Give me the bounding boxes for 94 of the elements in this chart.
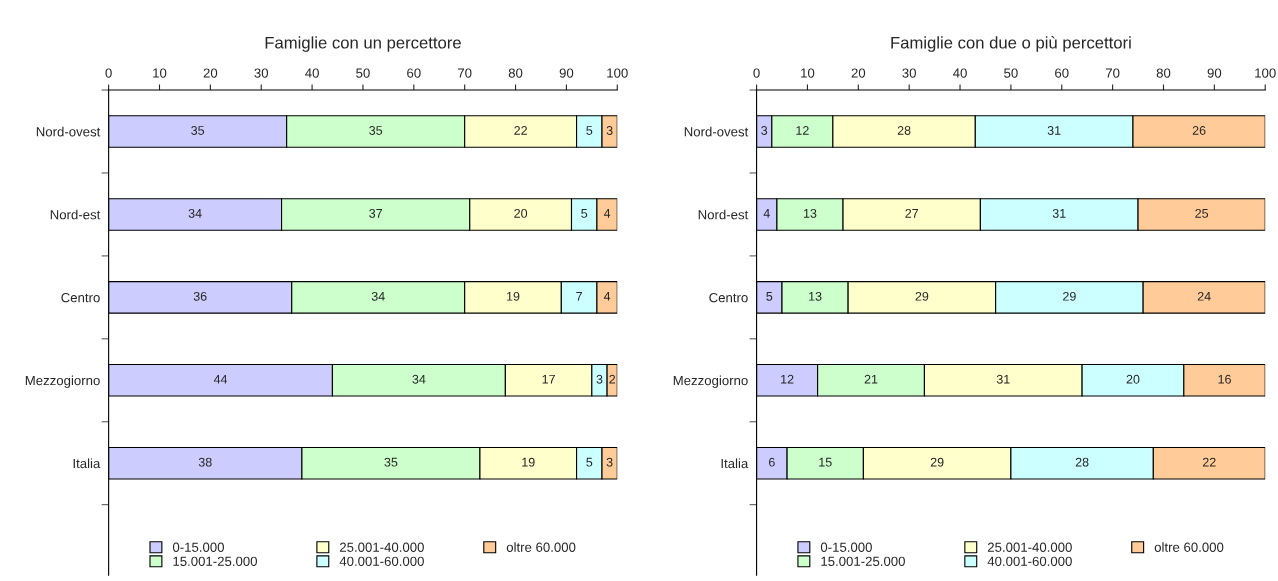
data-label: 21 [864,374,878,384]
data-label: 20 [1126,374,1140,384]
data-label: 12 [796,126,809,135]
x-tick-label: 30 [902,68,916,78]
legend-label: 15.001-25.000 [821,556,905,566]
data-label: 4 [603,209,611,218]
x-tick-label: 60 [407,68,421,78]
data-label: 3 [606,457,613,467]
y-tick-label: Mezzogiorno [25,375,100,388]
data-label: 31 [996,374,1010,384]
data-label: 13 [803,208,817,218]
data-label: 22 [1202,457,1216,467]
data-label: 16 [1218,374,1231,384]
x-tick-label: 60 [1055,68,1069,78]
chart-title: Famiglie con due o più percettori [891,36,1131,52]
data-label: 26 [1192,126,1206,135]
data-label: 29 [1063,291,1076,301]
data-label: 4 [603,292,611,301]
data-label: 3 [596,374,603,384]
data-label: 4 [763,209,770,218]
x-tick-label: 90 [559,68,574,78]
data-label: 20 [514,208,528,218]
y-tick-label: Centro [709,292,748,303]
y-tick-label: Centro [61,292,100,303]
x-tick-label: 80 [508,68,523,78]
y-tick-label: Nord-ovest [684,126,749,137]
data-label: 44 [213,374,228,384]
legend-label: 40.001-60.000 [339,556,424,566]
data-label: 34 [188,208,202,218]
x-tick-label: 70 [458,68,472,78]
legend-label: 25.001-40.000 [339,542,424,552]
data-label: 34 [371,291,385,301]
data-label: 25 [1195,208,1209,218]
legend-label: oltre 60.000 [1154,542,1224,552]
y-tick-label: Italia [721,458,749,469]
legend-label: 0-15.000 [172,542,224,552]
legend-label: 40.001-60.000 [987,556,1072,566]
data-label: 15 [819,457,832,467]
legend-label: 15.001-25.000 [173,556,258,566]
data-label: 3 [606,126,613,135]
data-label: 19 [522,457,535,467]
y-tick-label: Italia [73,458,101,469]
data-label: 17 [542,374,555,384]
data-label: 3 [761,126,768,135]
data-label: 28 [897,126,911,135]
legend-label: 0-15.000 [820,542,872,552]
data-label: 31 [1047,126,1061,135]
data-label: 13 [809,291,822,301]
data-label: 29 [915,291,929,301]
data-label: 19 [507,291,520,301]
x-tick-label: 40 [305,68,319,78]
x-tick-label: 70 [1105,68,1120,78]
data-label: 37 [369,208,382,218]
data-label: 31 [1052,208,1066,218]
x-tick-label: 0 [105,68,112,78]
data-label: 35 [369,126,383,135]
data-label: 5 [581,209,588,218]
x-tick-label: 20 [203,68,218,78]
data-label: 5 [586,457,593,467]
y-tick-label: Nord-ovest [36,126,101,137]
data-label: 38 [198,457,212,467]
data-label: 5 [766,292,773,301]
x-tick-label: 40 [953,68,967,78]
x-tick-label: 50 [356,68,370,78]
data-label: 2 [609,374,616,384]
data-label: 34 [412,374,426,384]
x-tick-label: 90 [1207,68,1222,78]
y-tick-label: Nord-est [50,209,101,220]
data-label: 6 [768,457,775,467]
x-tick-label: 0 [753,68,760,78]
legend-label: oltre 60.000 [506,542,576,552]
data-label: 29 [930,457,944,467]
data-label: 36 [193,291,207,301]
y-tick-label: Nord-est [698,209,749,220]
x-tick-label: 10 [153,68,167,78]
data-label: 28 [1075,457,1089,467]
data-label: 35 [384,457,398,467]
x-tick-label: 30 [254,68,269,78]
data-label: 12 [781,374,794,384]
x-tick-label: 100 [607,68,628,78]
x-tick-label: 10 [801,68,815,78]
chart-title: Famiglie con un percettore [265,36,461,52]
data-label: 27 [905,208,919,218]
data-label: 7 [576,292,582,301]
data-label: 35 [191,126,205,135]
x-tick-label: 80 [1156,68,1171,78]
data-label: 24 [1197,291,1211,301]
x-tick-label: 50 [1004,68,1018,78]
legend-label: 25.001-40.000 [987,542,1072,552]
y-tick-label: Mezzogiorno [673,375,748,388]
data-label: 22 [514,126,527,135]
x-tick-label: 20 [851,68,866,78]
data-label: 5 [586,126,593,135]
x-tick-label: 100 [1255,68,1276,78]
